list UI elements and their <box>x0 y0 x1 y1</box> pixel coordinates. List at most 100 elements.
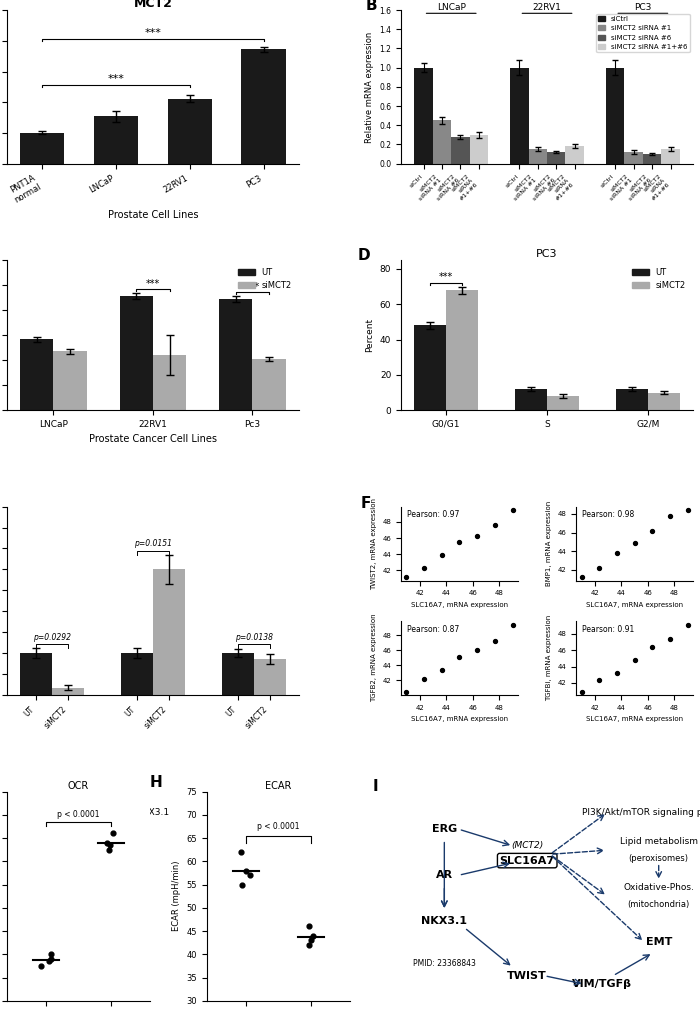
Bar <box>616 389 648 410</box>
Point <box>245 867 256 884</box>
Point <box>46 946 57 962</box>
Text: NKX3.1: NKX3.1 <box>136 808 169 817</box>
Title: OCR: OCR <box>68 780 89 791</box>
Bar <box>20 133 64 164</box>
Bar <box>606 68 624 164</box>
Point <box>240 862 251 879</box>
Bar <box>452 136 470 164</box>
Text: TWIST: TWIST <box>508 971 547 981</box>
Point <box>647 523 658 539</box>
Text: PC3: PC3 <box>634 3 652 12</box>
Bar <box>168 98 212 164</box>
Text: Pearson: 0.87: Pearson: 0.87 <box>407 625 459 634</box>
Point <box>419 671 430 687</box>
Bar <box>510 68 528 164</box>
Point <box>576 683 587 700</box>
Point <box>303 937 314 953</box>
X-axis label: SLC16A7, mRNA expression: SLC16A7, mRNA expression <box>411 717 508 722</box>
Bar <box>566 147 584 164</box>
Bar <box>253 359 286 410</box>
Text: p < 0.0001: p < 0.0001 <box>57 811 99 820</box>
Point <box>507 617 518 633</box>
Bar <box>241 50 286 164</box>
Point <box>629 651 641 667</box>
Text: p=0.0151: p=0.0151 <box>134 540 172 549</box>
Point <box>36 957 47 974</box>
Bar <box>446 290 478 410</box>
Point <box>664 509 676 525</box>
Point <box>102 835 113 851</box>
Bar <box>52 687 84 695</box>
Text: TGFβ: TGFβ <box>242 808 265 817</box>
Point <box>454 534 465 550</box>
Text: p=0.0138: p=0.0138 <box>234 633 273 642</box>
Y-axis label: Relative mRNA expression: Relative mRNA expression <box>365 31 374 143</box>
Bar <box>515 389 547 410</box>
Text: Pearson: 0.97: Pearson: 0.97 <box>407 511 459 520</box>
Legend: UT, siMCT2: UT, siMCT2 <box>234 264 295 293</box>
X-axis label: SLC16A7, mRNA expression: SLC16A7, mRNA expression <box>586 717 683 722</box>
Bar <box>547 396 579 410</box>
Title: PC3: PC3 <box>536 250 558 260</box>
Point <box>237 877 248 893</box>
Point <box>611 664 622 680</box>
Point <box>489 517 500 533</box>
Point <box>664 631 676 647</box>
Point <box>682 501 693 518</box>
Point <box>472 642 483 658</box>
Text: ***: *** <box>108 74 125 84</box>
Text: PI3K/Akt/mTOR signaling pathway: PI3K/Akt/mTOR signaling pathway <box>582 808 700 817</box>
Text: ***: *** <box>146 279 160 288</box>
Y-axis label: TWIST2, mRNA expression: TWIST2, mRNA expression <box>371 497 377 589</box>
X-axis label: SLC16A7, mRNA expression: SLC16A7, mRNA expression <box>586 602 683 608</box>
Text: NKX3.1: NKX3.1 <box>421 916 468 926</box>
Text: F: F <box>360 495 370 511</box>
Point <box>236 844 247 860</box>
Bar <box>153 355 186 410</box>
Text: SLC16A7: SLC16A7 <box>500 855 555 865</box>
Bar <box>624 152 643 164</box>
Bar <box>470 134 488 164</box>
Bar <box>414 68 433 164</box>
Bar <box>120 296 153 410</box>
X-axis label: Prostate Cell Lines: Prostate Cell Lines <box>108 210 198 220</box>
Point <box>104 841 115 857</box>
Text: D: D <box>357 248 370 263</box>
Point <box>454 649 465 665</box>
Point <box>576 569 587 585</box>
Text: Lipid metabolism: Lipid metabolism <box>620 837 698 846</box>
Text: p < 0.0001: p < 0.0001 <box>258 822 300 831</box>
Bar <box>219 299 253 410</box>
Text: (mitochondria): (mitochondria) <box>628 900 690 909</box>
Point <box>43 953 55 970</box>
Point <box>307 928 318 944</box>
Y-axis label: TGFBi, mRNA expression: TGFBi, mRNA expression <box>546 615 552 702</box>
Point <box>419 560 430 576</box>
Point <box>594 560 605 576</box>
Point <box>401 569 412 585</box>
Text: p=0.0292: p=0.0292 <box>33 633 71 642</box>
Bar <box>254 659 286 695</box>
Text: AR: AR <box>436 870 453 881</box>
Bar <box>153 569 185 695</box>
Text: PMID: 23368843: PMID: 23368843 <box>413 958 476 968</box>
Bar <box>121 653 153 695</box>
Legend: UT, siMCT2: UT, siMCT2 <box>629 264 689 293</box>
Bar <box>547 152 566 164</box>
Point <box>629 535 641 551</box>
Y-axis label: TGFB2, mRNA expression: TGFB2, mRNA expression <box>371 614 377 703</box>
Bar <box>53 351 87 410</box>
Point <box>594 672 605 688</box>
Text: ***: *** <box>245 282 260 291</box>
Point <box>436 662 447 678</box>
Bar <box>662 150 680 164</box>
Point <box>682 617 693 633</box>
Point <box>489 633 500 649</box>
Point <box>107 825 118 841</box>
Point <box>507 501 518 518</box>
Text: VIM/TGFβ: VIM/TGFβ <box>571 979 631 989</box>
Y-axis label: ECAR (mpH/min): ECAR (mpH/min) <box>172 861 181 931</box>
Point <box>436 547 447 563</box>
Text: B: B <box>366 0 378 13</box>
Text: EMT: EMT <box>645 937 672 947</box>
